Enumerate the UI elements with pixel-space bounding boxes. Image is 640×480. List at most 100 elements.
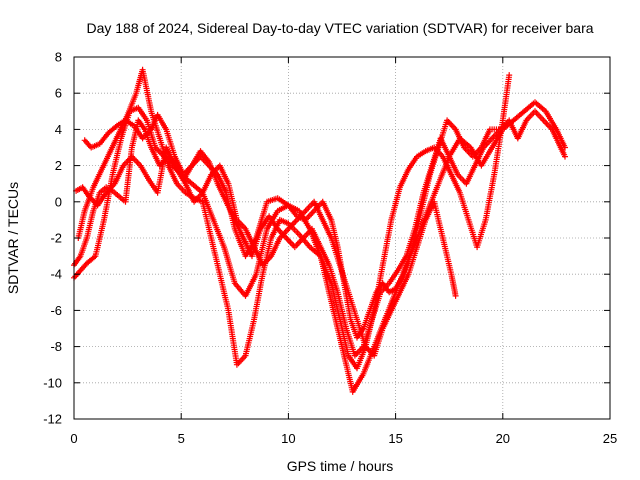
data-point: [491, 146, 493, 149]
data-point: [287, 228, 290, 230]
data-point: [544, 110, 547, 113]
data-point: [111, 173, 114, 176]
data-point: [167, 164, 170, 167]
data-point: [225, 191, 228, 194]
data-point: [103, 219, 105, 221]
data-point: [218, 164, 221, 167]
data-point: [330, 219, 333, 221]
data-point: [356, 336, 358, 339]
data-point: [218, 273, 221, 276]
y-tick-label: -2: [50, 231, 62, 246]
data-point: [199, 150, 202, 152]
data-point: [90, 146, 92, 149]
data-point: [390, 309, 393, 312]
data-point: [86, 262, 88, 265]
data-point: [234, 282, 236, 285]
data-point: [75, 190, 77, 192]
data-point: [285, 237, 288, 239]
data-point: [330, 282, 333, 285]
data-point: [191, 164, 193, 167]
data-point: [105, 186, 107, 189]
data-point: [484, 219, 487, 221]
data-point: [146, 119, 148, 122]
data-point: [191, 182, 193, 185]
y-tick-label: 4: [55, 122, 62, 137]
data-point: [234, 228, 236, 230]
data-point: [225, 201, 228, 203]
data-point: [523, 110, 526, 113]
data-point: [424, 219, 427, 221]
data-point: [336, 246, 339, 248]
data-point: [216, 173, 219, 176]
data-point: [407, 273, 410, 276]
x-tick-label: 15: [388, 431, 402, 446]
data-point: [499, 128, 502, 131]
data-point: [448, 155, 451, 158]
y-tick-label: -12: [43, 412, 62, 427]
data-point: [150, 128, 152, 131]
data-point: [94, 255, 97, 257]
data-point: [441, 155, 444, 158]
data-point: [416, 246, 418, 248]
data-point: [105, 191, 107, 194]
y-tick-label: 2: [55, 158, 62, 173]
data-point: [270, 255, 273, 257]
data-point: [330, 300, 333, 303]
data-point: [158, 164, 161, 167]
y-axis-label: SDTVAR / TECUs: [5, 182, 21, 294]
data-point: [396, 269, 399, 272]
y-tick-label: -10: [43, 375, 62, 390]
data-point: [141, 68, 144, 71]
data-point: [131, 146, 133, 149]
data-point: [242, 237, 245, 239]
data-point: [381, 264, 384, 266]
y-tick-label: 6: [55, 86, 62, 101]
data-point: [216, 182, 219, 185]
data-point: [184, 182, 187, 185]
data-point: [154, 146, 157, 149]
data-point: [534, 101, 536, 104]
data-point: [86, 237, 88, 239]
data-point: [319, 255, 322, 257]
data-point: [399, 291, 401, 294]
data-point: [336, 291, 339, 294]
data-point: [339, 318, 341, 321]
data-point: [422, 191, 425, 194]
data-point: [407, 168, 410, 171]
data-point: [441, 237, 444, 239]
data-point: [411, 246, 414, 248]
data-point: [176, 164, 178, 167]
data-point: [227, 182, 230, 185]
data-point: [309, 246, 311, 248]
data-point: [118, 195, 120, 198]
data-point: [459, 191, 461, 194]
data-point: [266, 201, 268, 203]
data-point: [354, 354, 356, 357]
data-point: [276, 228, 279, 230]
data-point: [255, 273, 258, 276]
data-point: [525, 119, 528, 122]
x-axis-label: GPS time / hours: [287, 458, 394, 474]
data-point: [298, 233, 300, 236]
data-point: [330, 237, 333, 239]
data-point: [351, 391, 354, 393]
data-point: [193, 201, 195, 203]
data-point: [321, 201, 324, 203]
data-point: [156, 191, 159, 194]
x-tick-label: 20: [496, 431, 510, 446]
data-point: [508, 119, 511, 122]
data-point: [313, 210, 315, 212]
data-point: [381, 327, 384, 330]
data-point: [564, 155, 566, 158]
y-tick-label: -6: [50, 303, 62, 318]
data-point: [236, 363, 238, 366]
data-point: [83, 139, 86, 142]
data-point: [124, 119, 127, 122]
axis-ticks: 0 5 10 15 20 25 -12 -10 -8 -6 -4 -2 0 2 4 6 8: [43, 50, 617, 447]
data-point: [339, 264, 341, 266]
data-point: [304, 219, 307, 221]
data-point: [369, 309, 371, 312]
data-point: [79, 255, 82, 257]
data-point: [463, 146, 466, 149]
data-point: [456, 173, 459, 176]
